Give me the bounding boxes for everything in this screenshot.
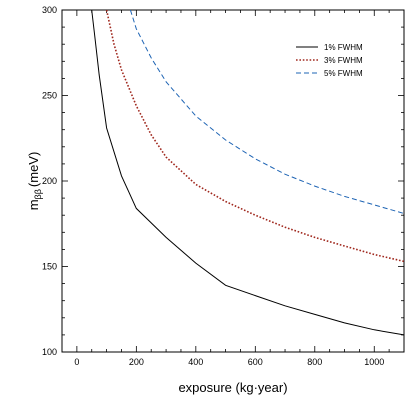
y-tick-label: 100 [42,347,57,357]
y-tick-label: 250 [42,91,57,101]
ticks-group: 0 200 400 600 800 1000 100 150 200 250 300 [42,5,405,367]
y-axis-label-unit: (meV) [26,152,41,187]
legend-label-3: 5% FWHM [324,69,363,78]
x-tick-label: 800 [307,357,322,367]
series-line-1 [91,9,405,336]
legend: 1% FWHM 3% FWHM 5% FWHM [296,43,363,78]
y-axis-label: mββ (meV) [26,152,43,211]
y-tick-label: 200 [42,176,57,186]
x-tick-label: 600 [248,357,263,367]
x-tick-label: 200 [129,357,144,367]
legend-label-1: 1% FWHM [324,43,363,52]
series-lines [91,9,405,336]
x-tick-label: 0 [74,357,79,367]
y-tick-label: 300 [42,5,57,15]
y-axis-label-subscript: ββ [33,189,43,199]
y-tick-label: 150 [42,262,57,272]
series-line-3 [129,9,405,214]
x-axis-label: exposure (kg·year) [178,380,287,395]
x-tick-label: 1000 [364,357,384,367]
y-axis-label-main: m [26,199,41,210]
x-tick-label: 400 [188,357,203,367]
legend-label-2: 3% FWHM [324,56,363,65]
series-line-2 [105,9,405,263]
